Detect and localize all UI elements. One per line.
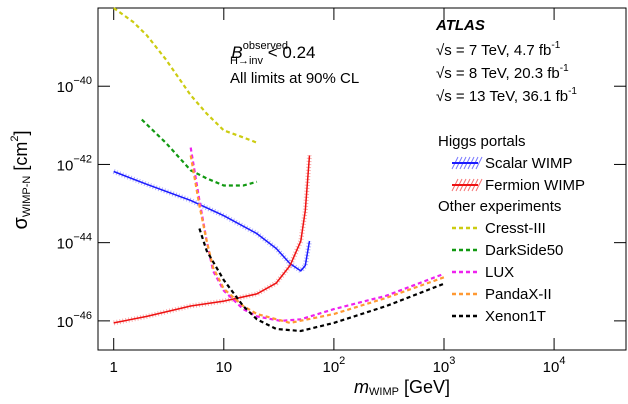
x-axis-label: mWIMP [GeV] (354, 377, 450, 398)
branching-label-part: < 0.24 (263, 43, 315, 62)
experiment-label: ATLAS (435, 17, 485, 34)
y-tick-label: 10−46 (57, 310, 92, 331)
x-axis-label-part: WIMP (369, 386, 399, 398)
energy-label: √s = 13 TeV, 36.1 fb-1 (436, 86, 577, 105)
energy-label-part: -1 (568, 86, 577, 97)
x-tick-label: 104 (543, 355, 566, 376)
branching-label-part: B (231, 43, 242, 62)
series-line (189, 155, 445, 325)
plot-frame (97, 7, 627, 351)
legend-label: DarkSide50 (485, 242, 563, 259)
branching-label-part: observed (243, 40, 288, 52)
x-axis-label-part: [GeV] (399, 377, 450, 397)
energy-label-part: √s = 13 TeV, 36.1 fb (436, 88, 568, 105)
energy-label: √s = 7 TeV, 4.7 fb-1 (436, 40, 561, 59)
y-axis-label-part: 2 (9, 136, 21, 142)
energy-label: √s = 8 TeV, 20.3 fb-1 (436, 63, 569, 82)
y-tick-label: 10−40 (57, 75, 92, 96)
legend-label: Fermion WIMP (485, 177, 585, 194)
series-line (113, 170, 311, 272)
series-line (141, 118, 258, 187)
energy-label-part: -1 (551, 40, 560, 51)
y-axis-label-part: WIMP-N (21, 176, 33, 218)
legend-hatch (475, 178, 483, 192)
legend-label: LUX (485, 264, 514, 281)
y-axis-label-part: σ (10, 217, 32, 230)
y-axis-label-part: ] (11, 130, 31, 135)
energy-label-part: √s = 8 TeV, 20.3 fb (436, 65, 560, 82)
branching-label: Bobserved H→inv < 0.24 (230, 40, 315, 67)
energy-label-part: -1 (560, 63, 569, 74)
x-tick-label: 102 (322, 355, 345, 376)
y-axis-label: σWIMP-N [cm2] (9, 130, 33, 229)
legend-label: Cresst-III (485, 220, 546, 237)
x-tick-label: 1 (110, 359, 118, 376)
branching-label-part: H→inv (230, 55, 264, 67)
y-tick-label: 10−44 (57, 232, 92, 253)
x-tick-label: 10 (215, 359, 232, 376)
series-line (189, 147, 445, 323)
x-axis-label-part: m (354, 377, 369, 397)
legend-heading: Higgs portals (438, 133, 526, 150)
legend-label: PandaX-II (485, 286, 552, 303)
series-line (198, 228, 445, 333)
legend-hatch (475, 156, 483, 170)
cl-label: All limits at 90% CL (230, 70, 359, 87)
x-tick-label: 103 (433, 355, 456, 376)
series-line (113, 7, 258, 144)
y-tick-label: 10−42 (57, 153, 92, 174)
uncertainty-band (112, 169, 312, 275)
legend-heading: Other experiments (438, 198, 561, 215)
y-axis-label-part: [cm (11, 142, 31, 176)
legend-label: Scalar WIMP (485, 155, 573, 172)
series-line (113, 155, 311, 324)
energy-label-part: √s = 7 TeV, 4.7 fb (436, 42, 551, 59)
legend-label: Xenon1T (485, 308, 546, 325)
